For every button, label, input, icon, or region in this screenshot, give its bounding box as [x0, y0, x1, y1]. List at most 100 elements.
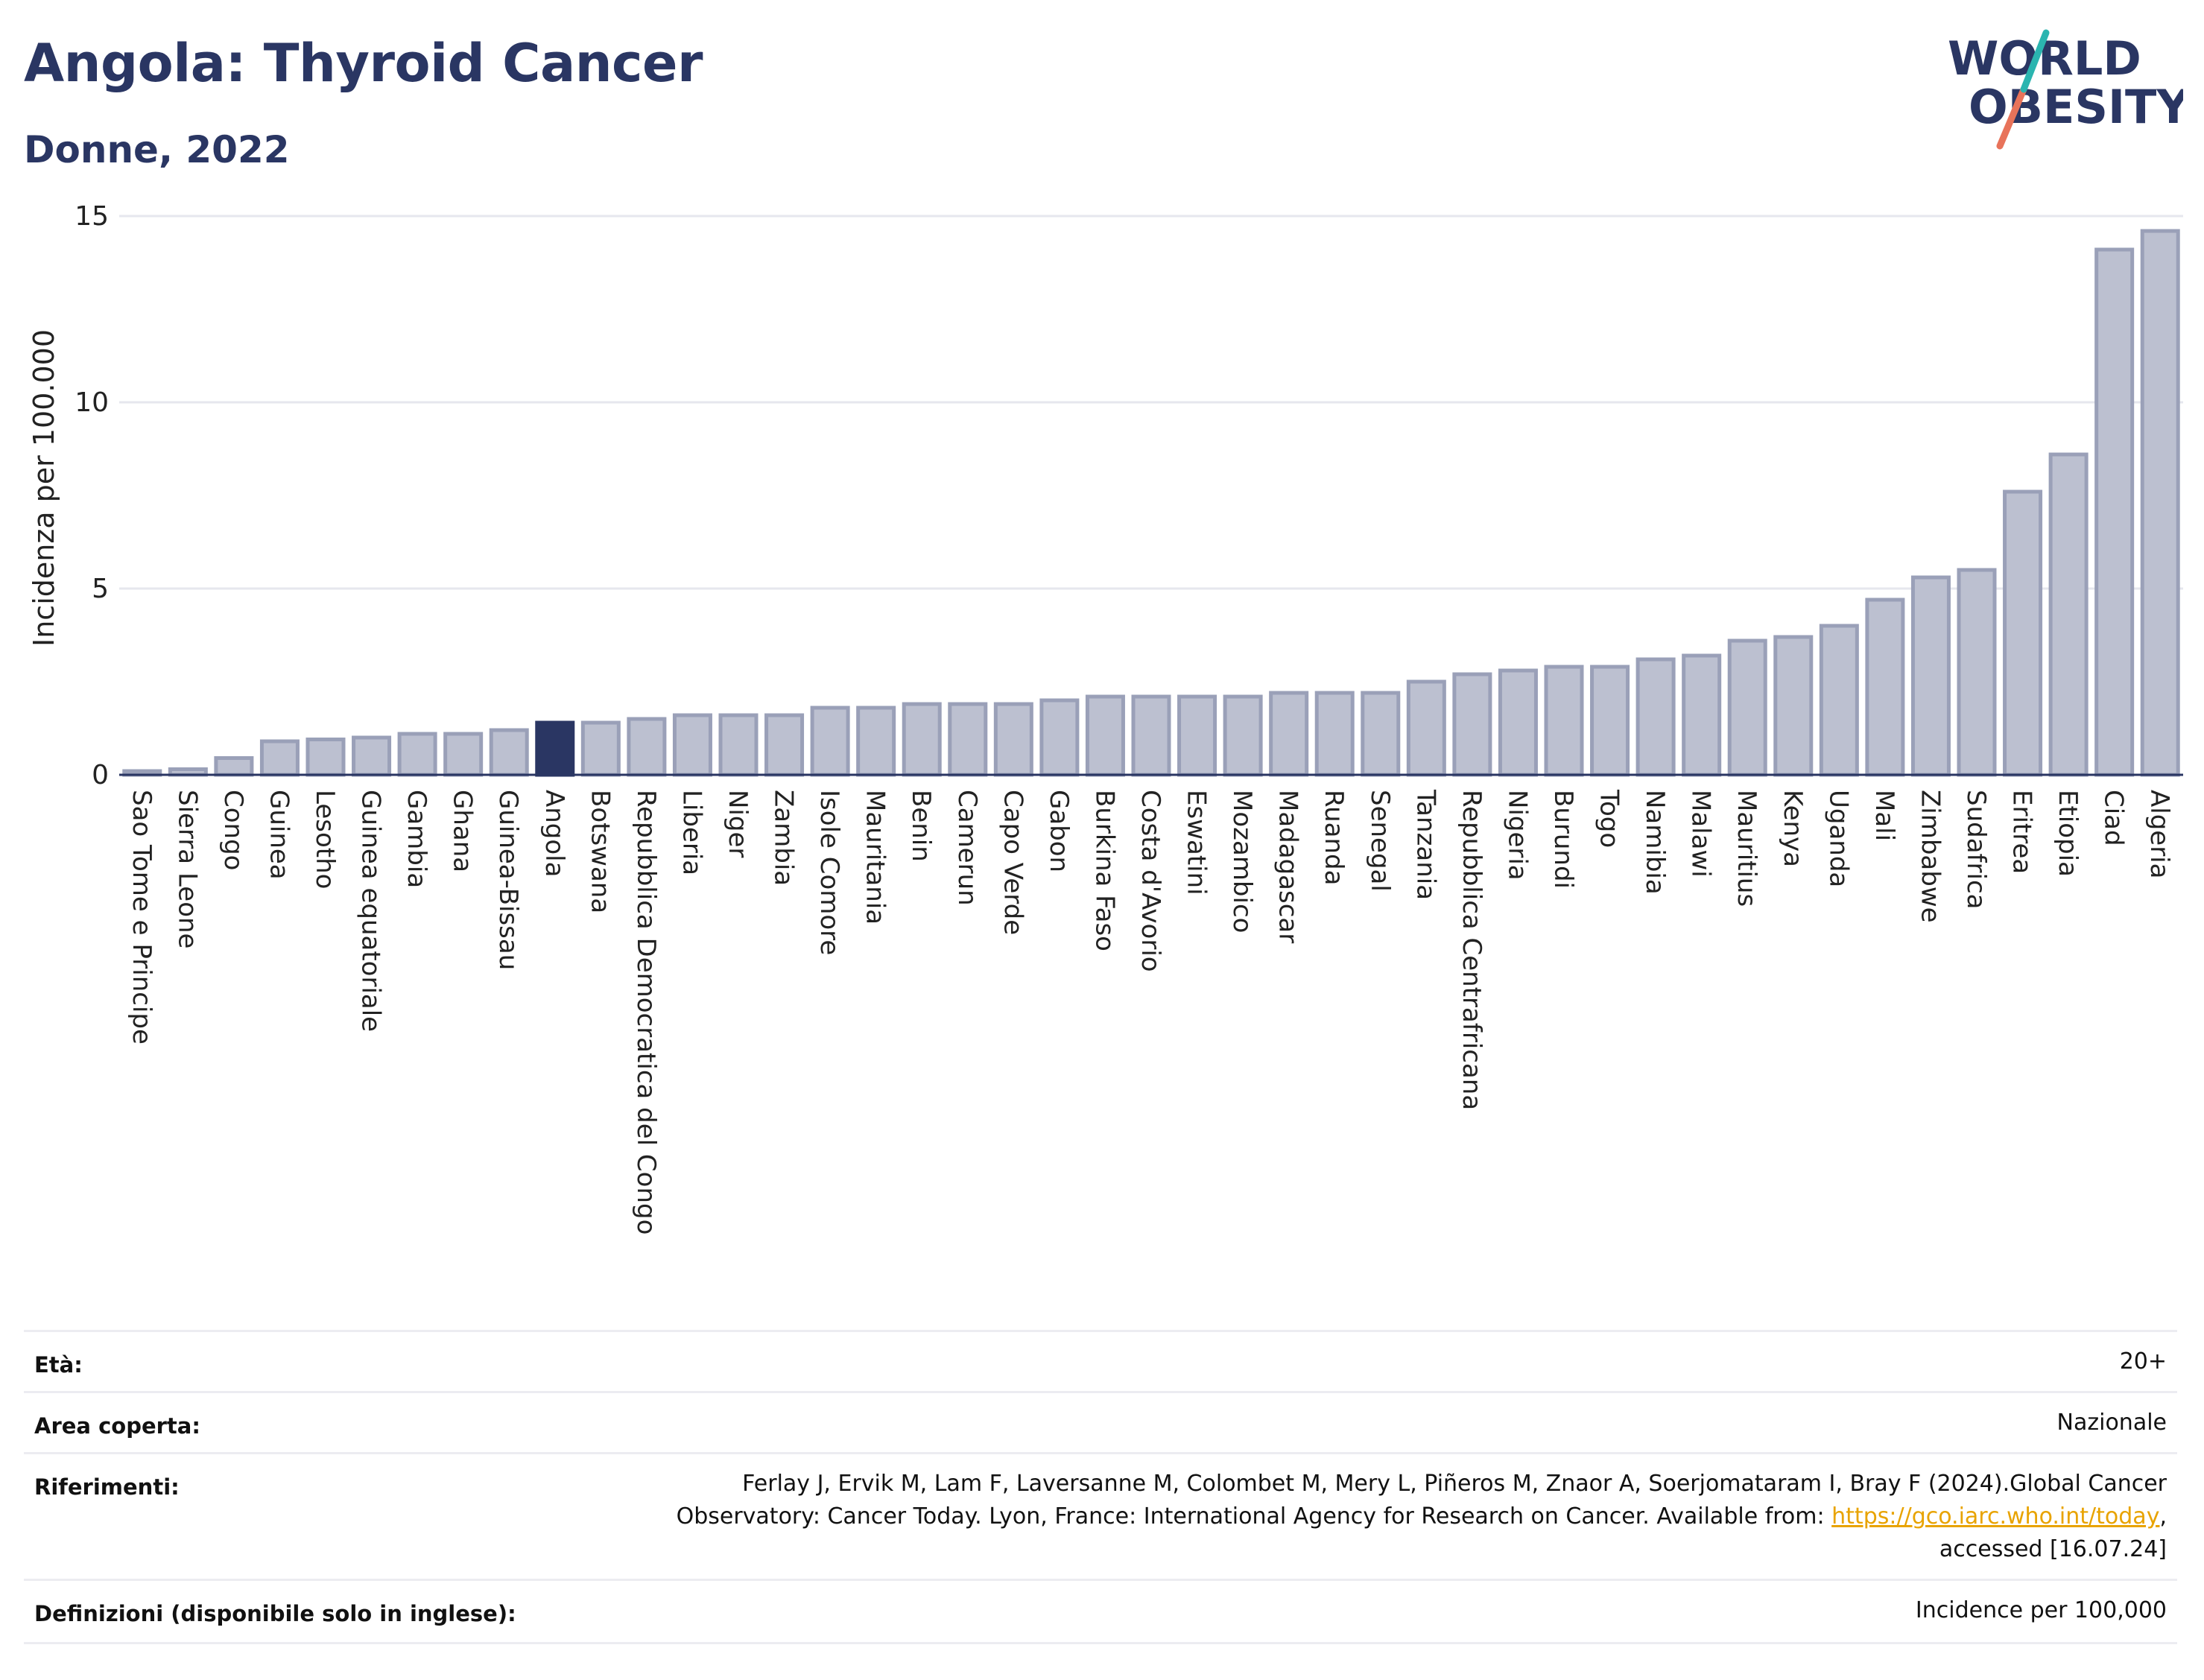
x-tick-label: Camerun — [952, 790, 982, 906]
x-tick-label: Madagascar — [1273, 790, 1303, 943]
bar-benin — [902, 702, 942, 777]
x-tick-label: Ghana — [448, 790, 478, 872]
x-tick-label: Liberia — [677, 790, 706, 875]
bar-capo-verde — [993, 702, 1033, 777]
x-tick-label: Angola — [539, 790, 569, 877]
bar-liberia — [672, 713, 712, 777]
bar-ruanda — [1314, 691, 1355, 777]
references-value: Ferlay J, Ervik M, Lam F, Laversanne M, … — [677, 1468, 2167, 1566]
x-tick-label: Tanzania — [1410, 789, 1440, 900]
bar-etiopia — [2048, 452, 2089, 777]
references-line2-prefix: Observatory: Cancer Today. Lyon, France:… — [676, 1503, 1832, 1530]
chart-bars — [122, 229, 2180, 777]
x-tick-label: Nigeria — [1502, 790, 1532, 881]
bar-guinea-equatoriale — [352, 735, 392, 777]
references-line1: Ferlay J, Ervik M, Lam F, Laversanne M, … — [742, 1471, 2167, 1497]
bar-lesotho — [305, 738, 346, 777]
x-tick-label: Burundi — [1548, 790, 1578, 889]
references-label: Riferimenti: — [34, 1474, 180, 1500]
x-tick-label: Ruanda — [1319, 790, 1349, 885]
age-label: Età: — [34, 1352, 83, 1378]
bar-gabon — [1039, 698, 1080, 777]
logo-slash-top — [2020, 29, 2050, 93]
bar-mauritania — [856, 706, 896, 777]
bar-sudafrica — [1957, 568, 1997, 777]
references-line2-suffix: , — [2159, 1503, 2167, 1530]
bar-eswatini — [1177, 694, 1217, 777]
area-value: Nazionale — [2056, 1410, 2167, 1436]
definitions-label: Definizioni (disponibile solo in inglese… — [34, 1601, 516, 1626]
x-tick-label: Algeria — [2144, 790, 2174, 878]
bar-repubblica-democratica-del-congo — [627, 717, 667, 777]
bar-repubblica-centrafricana — [1452, 672, 1492, 777]
x-tick-label: Congo — [218, 790, 248, 870]
x-tick-label: Sierra Leone — [172, 790, 202, 948]
x-tick-label: Repubblica Democratica del Congo — [631, 790, 661, 1234]
row-age: Età: 20+ — [24, 1330, 2177, 1393]
bar-costa-d-avorio — [1131, 694, 1171, 777]
y-axis-label: Incidenza per 100.000 — [28, 329, 60, 647]
x-tick-label: Kenya — [1778, 790, 1808, 867]
bar-burkina-faso — [1085, 694, 1125, 777]
x-tick-label: Eswatini — [1182, 790, 1212, 896]
bar-burundi — [1544, 665, 1584, 777]
definitions-value: Incidence per 100,000 — [1915, 1597, 2167, 1623]
x-tick-label: Gabon — [1044, 790, 1074, 872]
bar-mozambico — [1223, 694, 1263, 777]
x-axis-ticks: Sao Tome e Principe Sierra Leone Congo Guin… — [127, 789, 2174, 1234]
bar-gambia — [397, 732, 437, 777]
bar-eritrea — [2003, 489, 2043, 777]
x-tick-label: Namibia — [1640, 790, 1670, 895]
x-tick-label: Sudafrica — [1961, 790, 1991, 909]
y-tick-label: 15 — [75, 201, 109, 232]
page-subtitle: Donne, 2022 — [24, 128, 290, 171]
x-tick-label: Zambia — [769, 790, 799, 886]
bar-algeria — [2140, 229, 2180, 777]
bar-mauritius — [1727, 638, 1767, 777]
bar-guinea — [259, 739, 300, 777]
x-tick-label: Uganda — [1823, 790, 1853, 887]
row-references: Riferimenti: Ferlay J, Ervik M, Lam F, L… — [24, 1452, 2177, 1581]
page-title: Angola: Thyroid Cancer — [24, 33, 703, 94]
bar-nigeria — [1498, 668, 1538, 777]
x-tick-label: Mauritania — [861, 790, 890, 925]
x-tick-label: Benin — [906, 790, 936, 862]
bar-togo — [1590, 665, 1630, 777]
x-tick-label: Ciad — [2099, 790, 2129, 846]
x-tick-label: Costa d'Avorio — [1136, 790, 1165, 972]
x-tick-label: Zimbabwe — [1915, 790, 1945, 923]
references-link[interactable]: https://gco.iarc.who.int/today — [1831, 1503, 2160, 1530]
x-tick-label: Burkina Faso — [1089, 790, 1119, 951]
x-tick-label: Sao Tome e Principe — [127, 790, 156, 1045]
bar-chart: 0 5 10 15 Sao Tome e Principe Sierra Leone Co… — [28, 201, 2183, 1234]
x-tick-label: Senegal — [1365, 790, 1395, 892]
x-tick-label: Guinea — [264, 790, 294, 880]
x-tick-label: Guinea-Bissau — [493, 790, 523, 970]
age-value: 20+ — [2119, 1348, 2167, 1375]
bar-senegal — [1361, 691, 1401, 777]
x-tick-label: Isole Comore — [814, 790, 844, 955]
x-tick-label: Eritrea — [2007, 790, 2037, 874]
world-obesity-logo: WORLD OBESITY — [1948, 29, 2183, 150]
y-tick-label: 5 — [92, 574, 109, 604]
area-label: Area coperta: — [34, 1413, 200, 1439]
x-tick-label: Mozambico — [1227, 790, 1257, 933]
bar-guinea-bissau — [489, 728, 529, 777]
bar-niger — [718, 713, 759, 777]
bar-tanzania — [1406, 679, 1446, 777]
bar-ciad — [2094, 247, 2135, 777]
bar-congo — [214, 756, 254, 777]
logo-line2: OBESITY — [1969, 80, 2183, 134]
references-line3: accessed [16.07.24] — [1939, 1536, 2167, 1562]
x-tick-label: Malawi — [1686, 790, 1716, 878]
x-tick-label: Niger — [723, 790, 753, 858]
bar-uganda — [1819, 624, 1859, 777]
bar-angola — [535, 720, 575, 777]
x-tick-label: Capo Verde — [998, 790, 1027, 935]
bar-kenya — [1773, 635, 1814, 777]
references-line2: Observatory: Cancer Today. Lyon, France:… — [677, 1500, 2167, 1533]
bar-botswana — [580, 720, 621, 777]
bar-isole-comore — [810, 706, 850, 777]
bar-namibia — [1635, 657, 1676, 777]
row-definitions: Definizioni (disponibile solo in inglese… — [24, 1579, 2177, 1644]
